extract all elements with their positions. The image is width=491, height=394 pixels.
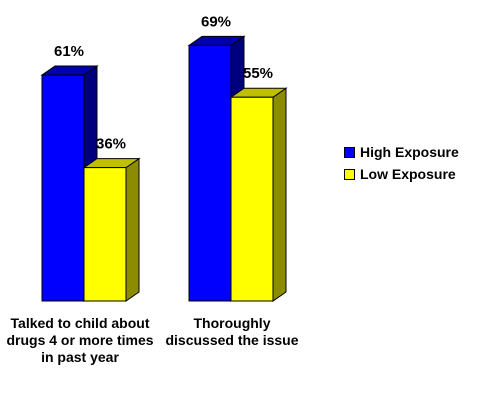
data-label-low-exposure-0: 36%: [96, 136, 126, 153]
legend: High Exposure Low Exposure: [344, 141, 459, 185]
category-label-1: Thoroughly discussed the issue: [165, 315, 299, 348]
legend-label-low-exposure: Low Exposure: [360, 166, 456, 182]
bar-high-exposure-0: [41, 74, 85, 302]
bar-side-low-exposure-0: [125, 157, 140, 302]
legend-swatch-high-exposure: [344, 146, 355, 158]
category-label-0: Talked to child about drugs 4 or more ti…: [6, 315, 154, 365]
bar-low-exposure-1: [230, 96, 274, 302]
legend-item-low-exposure: Low Exposure: [344, 163, 459, 185]
data-label-high-exposure-1: 69%: [201, 13, 231, 30]
bar-low-exposure-0: [83, 167, 127, 302]
legend-item-high-exposure: High Exposure: [344, 141, 459, 163]
legend-swatch-low-exposure: [344, 168, 355, 180]
bar-side-low-exposure-1: [272, 87, 287, 302]
data-label-low-exposure-1: 55%: [243, 65, 273, 82]
legend-label-high-exposure: High Exposure: [360, 144, 459, 160]
bar-high-exposure-1: [188, 44, 232, 302]
data-label-high-exposure-0: 61%: [54, 43, 84, 60]
